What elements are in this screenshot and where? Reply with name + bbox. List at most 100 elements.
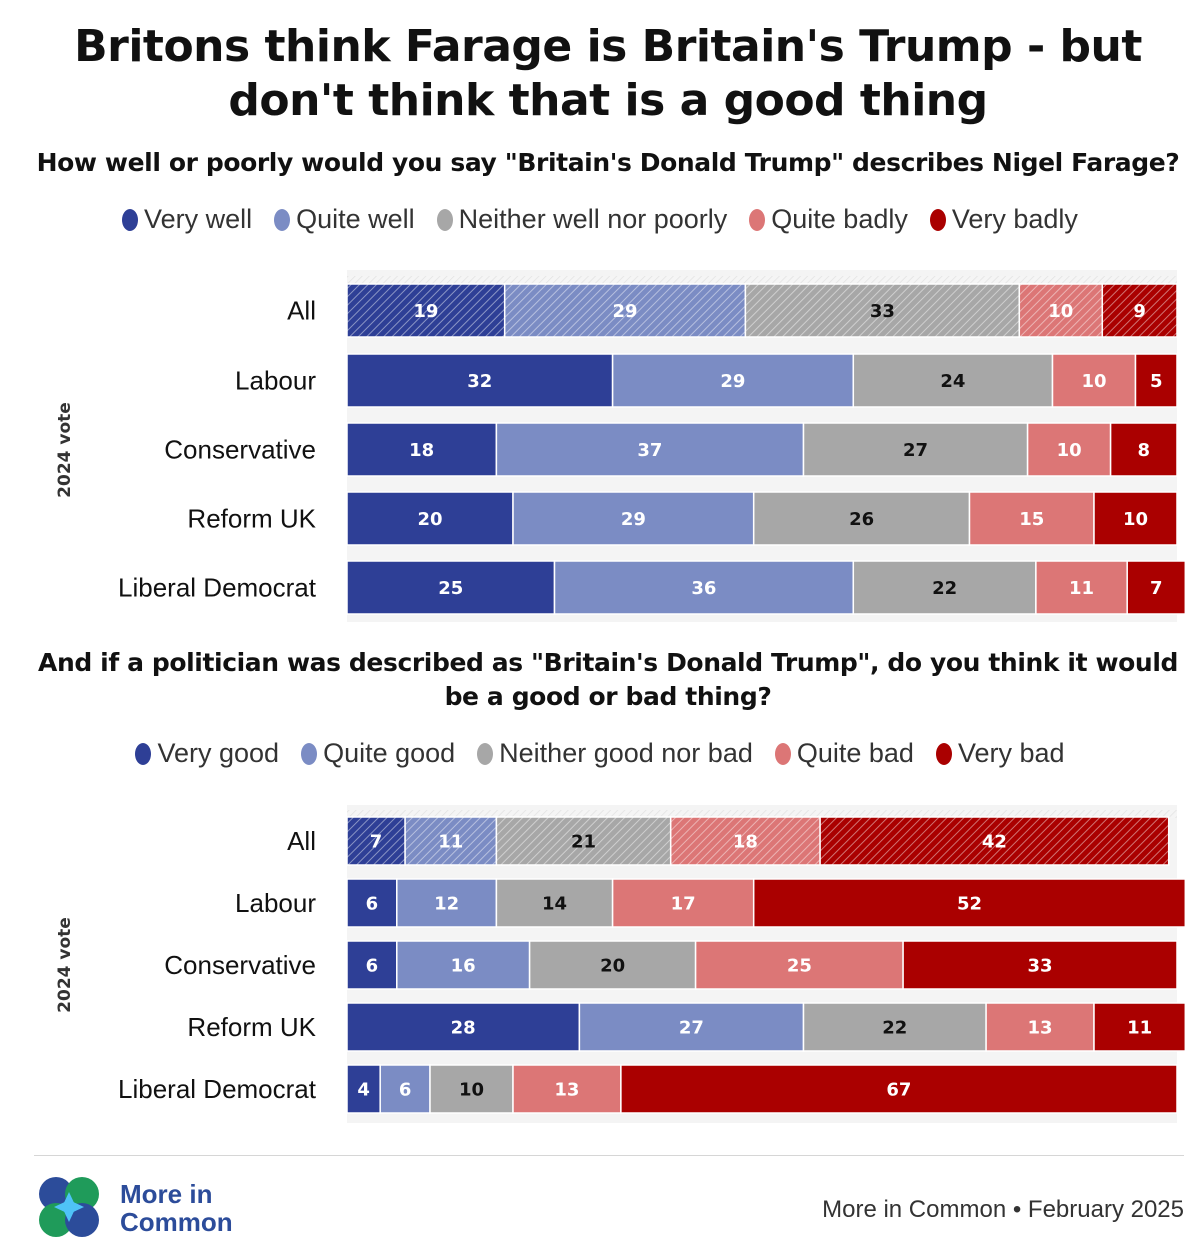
bar-segment	[620, 1064, 1178, 1114]
legend-label: Very good	[157, 738, 280, 768]
data-label: 27	[679, 1018, 704, 1039]
question-1: How well or poorly would you say "Britai…	[36, 148, 1180, 177]
data-label: 7	[370, 832, 383, 853]
data-label: 6	[399, 1080, 412, 1101]
legend-swatch	[477, 742, 494, 765]
bar-segment	[985, 1002, 1095, 1052]
y-axis-label: 2024 vote	[55, 402, 75, 498]
bar-segment	[346, 491, 514, 546]
legend-swatch	[436, 208, 453, 231]
legend-label: Quite well	[296, 204, 415, 234]
data-label: 11	[438, 832, 463, 853]
bar-segment	[404, 816, 498, 866]
data-label: 10	[459, 1080, 484, 1101]
data-label: 13	[554, 1080, 579, 1101]
data-label: 29	[613, 301, 638, 322]
legend-item: Very bad	[935, 738, 1065, 769]
legend-label: Very well	[144, 204, 253, 234]
bar-segment	[396, 878, 498, 928]
bar-segment	[553, 560, 855, 615]
legend-swatch	[274, 208, 291, 231]
data-label: 18	[733, 832, 758, 853]
data-label: 25	[787, 956, 812, 977]
bar-segment	[512, 1064, 622, 1114]
data-label: 32	[467, 371, 492, 392]
data-label: 20	[600, 956, 625, 977]
bar-segment	[495, 878, 614, 928]
category-label: Conservative	[164, 950, 316, 980]
legend-swatch	[749, 208, 766, 231]
question-2: And if a politician was described as "Br…	[38, 648, 1178, 711]
logo-line-2: Common	[120, 1207, 233, 1237]
bar-segment	[495, 422, 805, 477]
legend-label: Quite good	[323, 738, 456, 768]
bar-segment	[852, 560, 1037, 615]
bar-segment	[1134, 353, 1178, 408]
data-label: 27	[903, 440, 928, 461]
logo-line-1: More in	[120, 1179, 213, 1209]
bar-segment	[512, 491, 755, 546]
data-label: 14	[542, 894, 567, 915]
category-label: All	[287, 296, 316, 326]
category-label: Labour	[235, 888, 316, 918]
legend-label: Neither good nor bad	[499, 738, 753, 768]
bar-segment	[346, 878, 398, 928]
legend-item: Quite bad	[774, 738, 914, 769]
legend-swatch	[122, 208, 139, 231]
bar-segment	[802, 422, 1029, 477]
bar-segment	[346, 283, 506, 338]
data-label: 15	[1019, 509, 1044, 530]
data-label: 67	[886, 1080, 911, 1101]
data-label: 36	[691, 578, 716, 599]
bar-segment	[346, 940, 398, 990]
bar-segment	[752, 491, 971, 546]
bar-segment	[578, 1002, 805, 1052]
data-label: 28	[451, 1018, 476, 1039]
bar-segment	[1018, 283, 1104, 338]
legend-swatch	[301, 742, 318, 765]
data-label: 10	[1057, 440, 1082, 461]
data-label: 13	[1028, 1018, 1053, 1039]
data-label: 7	[1150, 578, 1163, 599]
legend-swatch	[935, 742, 952, 765]
data-label: 22	[932, 578, 957, 599]
bar-segment	[1101, 283, 1178, 338]
chart-1: 2024 vote All 19 29 33 10 9 Labour 32 29 24 10 5 Cons…	[55, 270, 1187, 622]
bar-segment	[1126, 560, 1187, 615]
bar-segment	[1093, 1002, 1187, 1052]
bar-segment	[396, 940, 531, 990]
title-line-1: Britons think Farage is Britain's Trump …	[74, 21, 1142, 72]
data-label: 25	[438, 578, 463, 599]
data-label: 12	[434, 894, 459, 915]
data-label: 4	[357, 1080, 370, 1101]
bar-segment	[495, 816, 672, 866]
data-label: 29	[621, 509, 646, 530]
category-label: All	[287, 826, 316, 856]
footer-divider	[34, 1155, 1184, 1156]
data-label: 33	[1028, 956, 1053, 977]
legend-label: Very badly	[951, 204, 1078, 234]
legend-label: Quite bad	[796, 738, 914, 768]
title-line-2: don't think that is a good thing	[228, 75, 988, 126]
data-label: 8	[1138, 440, 1151, 461]
legend-item: Neither well nor poorly	[436, 204, 727, 235]
bar-segment	[1051, 353, 1137, 408]
data-label: 24	[940, 371, 965, 392]
data-label: 9	[1133, 301, 1146, 322]
data-label: 21	[571, 832, 596, 853]
category-label: Reform UK	[187, 504, 316, 534]
more-in-common-logo-icon	[39, 1177, 99, 1237]
data-label: 5	[1150, 371, 1163, 392]
legend-label: Quite badly	[771, 204, 908, 234]
data-label: 10	[1081, 371, 1106, 392]
data-label: 29	[720, 371, 745, 392]
legend-item: Very good	[135, 738, 279, 769]
bar-segment	[346, 1002, 581, 1052]
data-label: 52	[957, 894, 982, 915]
bar-segment	[802, 1002, 987, 1052]
legend-item: Very well	[122, 204, 252, 235]
bar-segment	[1035, 560, 1128, 615]
bar-segment	[346, 816, 406, 866]
legend-item: Quite well	[274, 204, 415, 235]
data-label: 42	[982, 832, 1007, 853]
